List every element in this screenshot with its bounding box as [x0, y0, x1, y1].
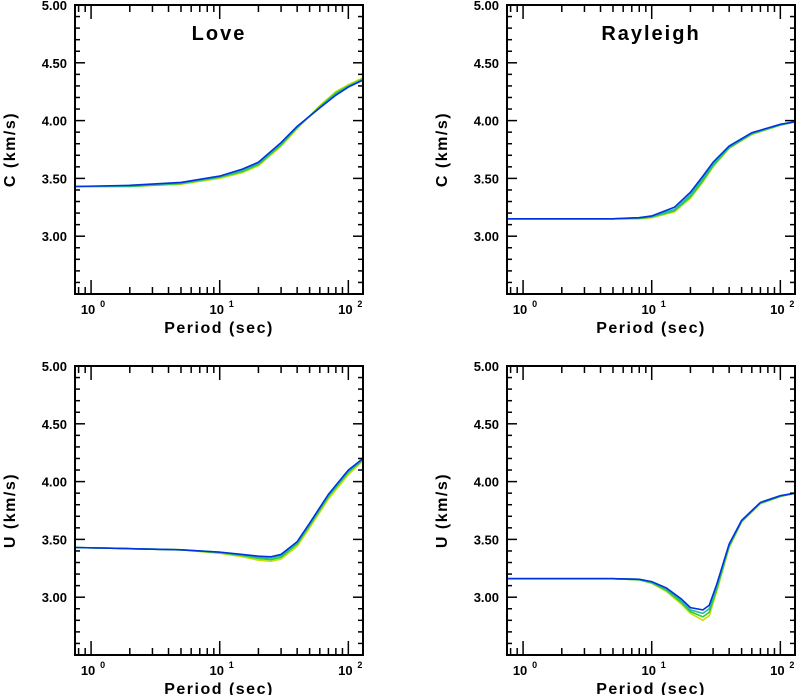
y-axis-label: C (km/s): [2, 112, 19, 187]
x-axis-label: Period (sec): [596, 681, 706, 695]
series-line-model-3: [507, 120, 795, 220]
y-tick-label: 4.00: [474, 475, 499, 490]
y-tick-label: 3.50: [42, 171, 67, 186]
series-line-model-1: [507, 120, 795, 220]
x-tick-label: 10: [770, 302, 784, 317]
series-line-model-3: [75, 78, 363, 188]
x-axis-label: Period (sec): [164, 320, 274, 337]
x-tick-label: 10: [338, 663, 352, 678]
y-tick-label: 3.00: [42, 229, 67, 244]
x-tick-exponent: 0: [532, 660, 537, 670]
y-tick-label: 5.00: [42, 0, 67, 13]
y-tick-label: 3.00: [42, 590, 67, 605]
x-tick-exponent: 2: [357, 660, 362, 670]
chart-title: Love: [192, 23, 247, 45]
y-tick-label: 4.50: [42, 56, 67, 71]
x-tick-exponent: 1: [229, 660, 234, 670]
x-tick-exponent: 0: [100, 299, 105, 309]
x-tick-exponent: 1: [229, 299, 234, 309]
x-tick-exponent: 1: [661, 660, 666, 670]
panel-4: 3.00 3.50 4.00 4.50 5.00 10 0 10 1 10 2 Period (sec…: [434, 359, 796, 695]
x-tick-exponent: 0: [100, 660, 105, 670]
x-tick-exponent: 2: [357, 299, 362, 309]
y-tick-label: 4.50: [474, 417, 499, 432]
x-axis-label: Period (sec): [596, 320, 706, 337]
x-tick-label: 10: [770, 663, 784, 678]
y-axis-label: C (km/s): [434, 112, 451, 187]
x-tick-exponent: 2: [789, 660, 794, 670]
x-tick-label: 10: [81, 663, 95, 678]
series-line-model-4: [75, 457, 363, 558]
plot-frame: [74, 4, 364, 295]
y-axis-label: U (km/s): [434, 473, 451, 548]
x-axis-label: Period (sec): [164, 681, 274, 695]
y-tick-label: 4.00: [474, 114, 499, 129]
series-line-model-4: [75, 79, 363, 188]
plot-frame: [506, 4, 796, 295]
y-tick-label: 4.00: [42, 114, 67, 129]
y-tick-label: 3.50: [474, 171, 499, 186]
y-tick-label: 3.00: [474, 229, 499, 244]
x-tick-label: 10: [209, 302, 223, 317]
series-line-model-4: [507, 120, 795, 220]
chart-title: Rayleigh: [601, 23, 700, 45]
series-line-model-2: [75, 78, 363, 188]
panel-1: 3.00 3.50 4.00 4.50 5.00 10 0 10 1 10 2 Period (sec…: [2, 0, 364, 337]
series-line-model-1: [75, 77, 363, 188]
y-tick-label: 3.50: [42, 532, 67, 547]
x-tick-label: 10: [209, 663, 223, 678]
x-tick-label: 10: [81, 302, 95, 317]
x-tick-label: 10: [641, 302, 655, 317]
y-tick-label: 5.00: [42, 359, 67, 374]
series-line-model-2: [507, 120, 795, 220]
x-tick-label: 10: [513, 663, 527, 678]
x-tick-exponent: 0: [532, 299, 537, 309]
x-tick-label: 10: [513, 302, 527, 317]
y-tick-label: 3.00: [474, 590, 499, 605]
y-tick-label: 5.00: [474, 359, 499, 374]
y-tick-label: 4.50: [42, 417, 67, 432]
panel-3: 3.00 3.50 4.00 4.50 5.00 10 0 10 1 10 2 Period (sec…: [2, 359, 364, 695]
x-tick-exponent: 2: [789, 299, 794, 309]
x-tick-label: 10: [338, 302, 352, 317]
panel-2: 3.00 3.50 4.00 4.50 5.00 10 0 10 1 10 2 Period (sec…: [434, 0, 796, 337]
y-tick-label: 3.50: [474, 532, 499, 547]
y-axis-label: U (km/s): [2, 473, 19, 548]
series-line-model-4: [507, 492, 795, 611]
x-tick-label: 10: [641, 663, 655, 678]
y-tick-label: 5.00: [474, 0, 499, 13]
y-tick-label: 4.50: [474, 56, 499, 71]
x-tick-exponent: 1: [661, 299, 666, 309]
y-tick-label: 4.00: [42, 475, 67, 490]
